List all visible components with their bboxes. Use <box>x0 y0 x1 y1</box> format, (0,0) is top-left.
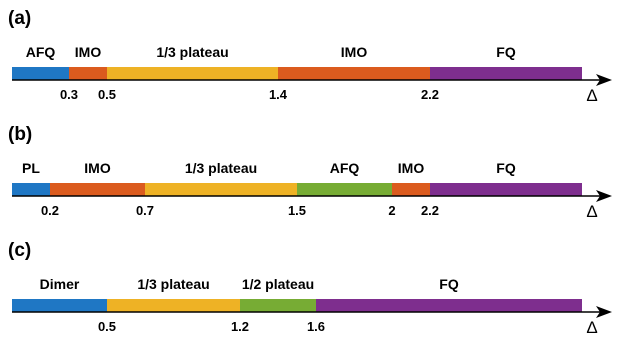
tick-label: 2 <box>388 203 395 218</box>
phase-label: Dimer <box>40 276 80 292</box>
phase-segment-green <box>240 299 316 312</box>
panel-label: (c) <box>8 240 31 261</box>
phase-segment-yellow <box>107 67 278 80</box>
tick-label: 1.6 <box>307 319 325 334</box>
phase-label: IMO <box>84 160 111 176</box>
axis-label-delta: Δ <box>586 202 597 221</box>
tick-label: 1.2 <box>231 319 249 334</box>
phase-segment-blue <box>12 183 50 196</box>
phase-segment-purple <box>430 67 582 80</box>
phase-label: IMO <box>341 44 368 60</box>
phase-segment-orange <box>50 183 145 196</box>
phase-label: AFQ <box>330 160 360 176</box>
panel-a: (a) AFQ IMO 1/3 plateau IMO FQ Δ 0.3 0.5 1.4 2.2 <box>8 8 612 105</box>
tick-label: 0.5 <box>98 87 116 102</box>
arrow-head-icon <box>596 190 612 202</box>
phase-segment-orange <box>278 67 430 80</box>
panel-label: (b) <box>8 124 32 145</box>
phase-segment-blue <box>12 67 69 80</box>
axis-label-delta: Δ <box>586 318 597 337</box>
phase-segment-purple <box>430 183 582 196</box>
tick-label: 0.2 <box>41 203 59 218</box>
phase-segment-yellow <box>145 183 297 196</box>
phase-segment-orange <box>69 67 107 80</box>
phase-label: IMO <box>398 160 425 176</box>
phase-segment-orange <box>392 183 430 196</box>
tick-label: 2.2 <box>421 203 439 218</box>
phase-label: 1/2 plateau <box>242 276 314 292</box>
tick-label: 1.4 <box>269 87 288 102</box>
panel-c: (c) Dimer 1/3 plateau 1/2 plateau FQ Δ 0.5 1.2 1… <box>8 240 612 337</box>
phase-label: PL <box>22 160 40 176</box>
tick-label: 1.5 <box>288 203 306 218</box>
phase-segment-green <box>297 183 392 196</box>
arrow-head-icon <box>596 306 612 318</box>
phase-segment-yellow <box>107 299 240 312</box>
phase-segment-blue <box>12 299 107 312</box>
phase-label: FQ <box>496 160 516 176</box>
phase-segment-purple <box>316 299 582 312</box>
tick-label: 0.3 <box>60 87 78 102</box>
phase-label: 1/3 plateau <box>137 276 209 292</box>
panel-b: (b) PL IMO 1/3 plateau AFQ IMO FQ Δ 0.2 0.7 1.5 2 2.… <box>8 124 612 221</box>
axis-label-delta: Δ <box>586 86 597 105</box>
tick-label: 0.5 <box>98 319 116 334</box>
phase-label: FQ <box>496 44 516 60</box>
panel-label: (a) <box>8 8 31 29</box>
phase-label: AFQ <box>26 44 56 60</box>
phase-label: 1/3 plateau <box>156 44 228 60</box>
phase-label: FQ <box>439 276 459 292</box>
arrow-head-icon <box>596 74 612 86</box>
phase-label: IMO <box>75 44 102 60</box>
tick-label: 2.2 <box>421 87 439 102</box>
phase-label: 1/3 plateau <box>185 160 257 176</box>
tick-label: 0.7 <box>136 203 154 218</box>
